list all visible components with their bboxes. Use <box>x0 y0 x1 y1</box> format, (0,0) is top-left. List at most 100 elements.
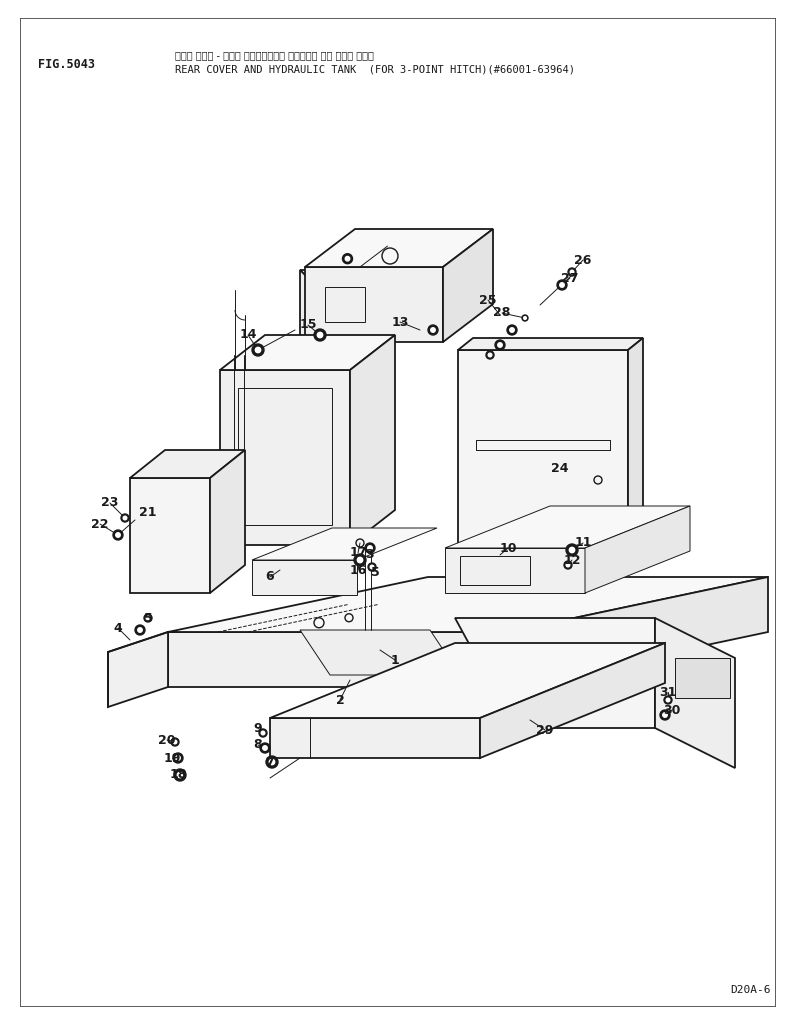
Circle shape <box>664 696 672 705</box>
Polygon shape <box>443 229 493 342</box>
Text: 25: 25 <box>479 294 497 306</box>
Text: 27: 27 <box>561 271 579 285</box>
Text: 6: 6 <box>266 570 274 584</box>
Circle shape <box>564 561 572 569</box>
Text: 29: 29 <box>537 724 553 736</box>
Circle shape <box>368 546 372 550</box>
Circle shape <box>123 516 126 520</box>
Polygon shape <box>252 560 357 595</box>
Circle shape <box>486 351 494 359</box>
Circle shape <box>488 353 492 356</box>
Circle shape <box>174 769 186 781</box>
Polygon shape <box>220 370 350 545</box>
Text: FIG.5043: FIG.5043 <box>38 58 95 71</box>
Circle shape <box>135 625 145 635</box>
Text: 11: 11 <box>574 537 591 550</box>
Text: リヤー カバー - および ハイドロリック タンク（３ テン ヒッチ ヨウ）: リヤー カバー - および ハイドロリック タンク（３ テン ヒッチ ヨウ） <box>175 50 374 60</box>
Circle shape <box>365 543 375 553</box>
Text: 4: 4 <box>114 622 122 635</box>
Text: 18: 18 <box>169 768 187 781</box>
Polygon shape <box>300 270 340 410</box>
Text: 28: 28 <box>494 306 510 319</box>
Circle shape <box>568 268 576 276</box>
Circle shape <box>314 329 326 341</box>
Circle shape <box>663 713 667 717</box>
Polygon shape <box>168 632 508 687</box>
Polygon shape <box>305 267 443 342</box>
Polygon shape <box>458 338 643 350</box>
Circle shape <box>569 547 575 553</box>
Circle shape <box>357 557 363 563</box>
Text: 23: 23 <box>101 497 118 510</box>
Circle shape <box>510 328 514 332</box>
Circle shape <box>262 731 265 735</box>
Text: 21: 21 <box>139 507 157 519</box>
Circle shape <box>498 343 502 347</box>
Polygon shape <box>220 335 395 370</box>
Circle shape <box>113 530 123 540</box>
Text: 10: 10 <box>499 542 517 555</box>
Circle shape <box>566 544 578 556</box>
Polygon shape <box>130 450 245 478</box>
Text: 2: 2 <box>335 693 344 707</box>
Circle shape <box>566 563 570 567</box>
Text: 9: 9 <box>254 722 262 734</box>
Polygon shape <box>270 643 665 718</box>
Polygon shape <box>108 632 168 707</box>
Polygon shape <box>480 643 665 758</box>
Circle shape <box>507 325 517 335</box>
Circle shape <box>428 325 438 335</box>
Polygon shape <box>210 450 245 593</box>
Circle shape <box>570 270 574 273</box>
Polygon shape <box>458 350 628 545</box>
Polygon shape <box>300 270 470 310</box>
Polygon shape <box>130 478 210 593</box>
Polygon shape <box>628 338 643 545</box>
Circle shape <box>317 333 323 338</box>
Circle shape <box>255 347 261 352</box>
Text: 17: 17 <box>349 547 366 559</box>
Polygon shape <box>508 577 768 687</box>
Text: 7: 7 <box>266 756 274 768</box>
Text: REAR COVER AND HYDRAULIC TANK  (FOR 3-POINT HITCH)(#66001-63964): REAR COVER AND HYDRAULIC TANK (FOR 3-POI… <box>175 65 575 75</box>
Circle shape <box>173 753 183 763</box>
Circle shape <box>176 756 180 760</box>
Text: 16: 16 <box>349 563 366 577</box>
Polygon shape <box>655 618 735 768</box>
Text: 13: 13 <box>391 315 409 329</box>
Text: 5: 5 <box>144 611 153 625</box>
Circle shape <box>524 316 526 319</box>
Circle shape <box>266 756 278 768</box>
Text: 19: 19 <box>163 752 180 765</box>
Circle shape <box>345 256 350 261</box>
Circle shape <box>177 772 183 777</box>
Circle shape <box>495 340 505 350</box>
Polygon shape <box>350 335 395 545</box>
Text: 1: 1 <box>390 653 399 667</box>
Text: 8: 8 <box>254 738 262 752</box>
Circle shape <box>259 729 267 737</box>
Circle shape <box>666 698 670 701</box>
Circle shape <box>252 344 264 356</box>
Polygon shape <box>675 658 730 698</box>
Text: 15: 15 <box>299 318 316 332</box>
Polygon shape <box>445 548 585 593</box>
Text: 30: 30 <box>663 703 681 717</box>
Polygon shape <box>270 718 480 758</box>
Text: 24: 24 <box>551 462 568 474</box>
Circle shape <box>121 514 129 522</box>
Circle shape <box>263 745 267 751</box>
Circle shape <box>116 532 120 538</box>
Text: 14: 14 <box>239 329 257 341</box>
Circle shape <box>171 738 179 746</box>
Circle shape <box>144 614 152 622</box>
Polygon shape <box>305 229 493 267</box>
Text: 12: 12 <box>563 554 581 566</box>
Circle shape <box>431 328 435 332</box>
Circle shape <box>660 710 670 720</box>
Circle shape <box>173 740 176 743</box>
Polygon shape <box>445 506 690 548</box>
Circle shape <box>138 628 142 632</box>
Polygon shape <box>585 506 690 593</box>
Circle shape <box>270 760 275 765</box>
